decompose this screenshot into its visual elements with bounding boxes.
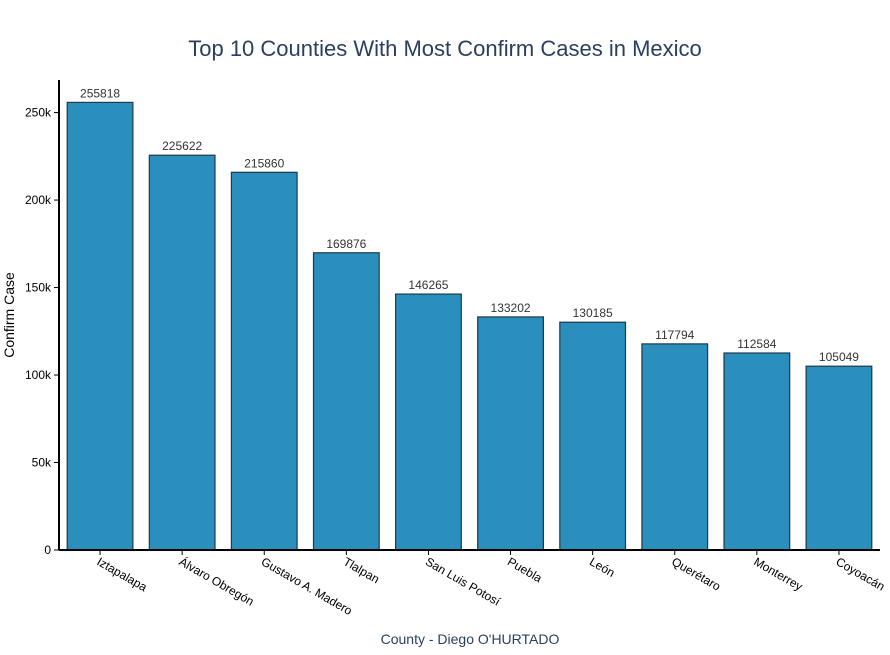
data-label-5: 133202 bbox=[491, 301, 531, 315]
data-label-6: 130185 bbox=[573, 306, 613, 320]
data-label-0: 255818 bbox=[80, 86, 120, 100]
y-tick-label-4: 200k bbox=[25, 193, 52, 207]
y-tick-label-0: 0 bbox=[44, 543, 51, 557]
bars-layer: 255818 225622 215860 169876 146265 133202 1301… bbox=[66, 86, 873, 551]
bar-2 bbox=[230, 171, 298, 551]
bar-6 bbox=[559, 321, 627, 551]
data-label-1: 225622 bbox=[162, 139, 202, 153]
x-tick-label-2: Gustavo A. Madero bbox=[259, 554, 355, 618]
bar-7 bbox=[641, 343, 709, 551]
x-tick-label-7: Querétaro bbox=[669, 554, 723, 593]
x-tick-label-9: Coyoacán bbox=[833, 554, 887, 593]
y-axis-label: Confirm Case bbox=[1, 272, 17, 358]
bar-3 bbox=[312, 252, 380, 551]
bar-5 bbox=[477, 316, 544, 551]
x-tick-label-0: Iztapalapa bbox=[95, 554, 150, 594]
data-label-7: 117794 bbox=[655, 328, 694, 342]
bar-8 bbox=[723, 352, 791, 551]
chart-title: Top 10 Counties With Most Confirm Cases … bbox=[188, 36, 702, 61]
x-tick-label-1: Álvaro Obregón bbox=[177, 554, 257, 609]
x-tick-label-3: Tlalpan bbox=[341, 554, 382, 586]
bar-0 bbox=[66, 101, 134, 551]
x-tick-label-4: San Luis Potosí bbox=[423, 554, 503, 608]
y-tick-label-5: 250k bbox=[25, 106, 52, 120]
x-axis-label: County - Diego O'HURTADO bbox=[381, 631, 560, 647]
bar-9 bbox=[805, 365, 873, 551]
data-label-8: 112584 bbox=[737, 337, 776, 351]
x-tick-label-6: León bbox=[587, 554, 617, 579]
x-tick-label-5: Puebla bbox=[505, 554, 545, 585]
data-label-9: 105049 bbox=[819, 350, 859, 364]
y-tick-label-3: 150k bbox=[25, 281, 52, 295]
y-tick-label-1: 50k bbox=[32, 456, 52, 470]
y-tick-label-2: 100k bbox=[25, 368, 52, 382]
bar-1 bbox=[148, 154, 216, 551]
x-tick-label-8: Monterrey bbox=[751, 554, 805, 593]
bar-4 bbox=[395, 293, 462, 551]
data-label-4: 146265 bbox=[408, 278, 448, 292]
data-label-2: 215860 bbox=[244, 156, 284, 170]
data-label-3: 169876 bbox=[326, 237, 366, 251]
